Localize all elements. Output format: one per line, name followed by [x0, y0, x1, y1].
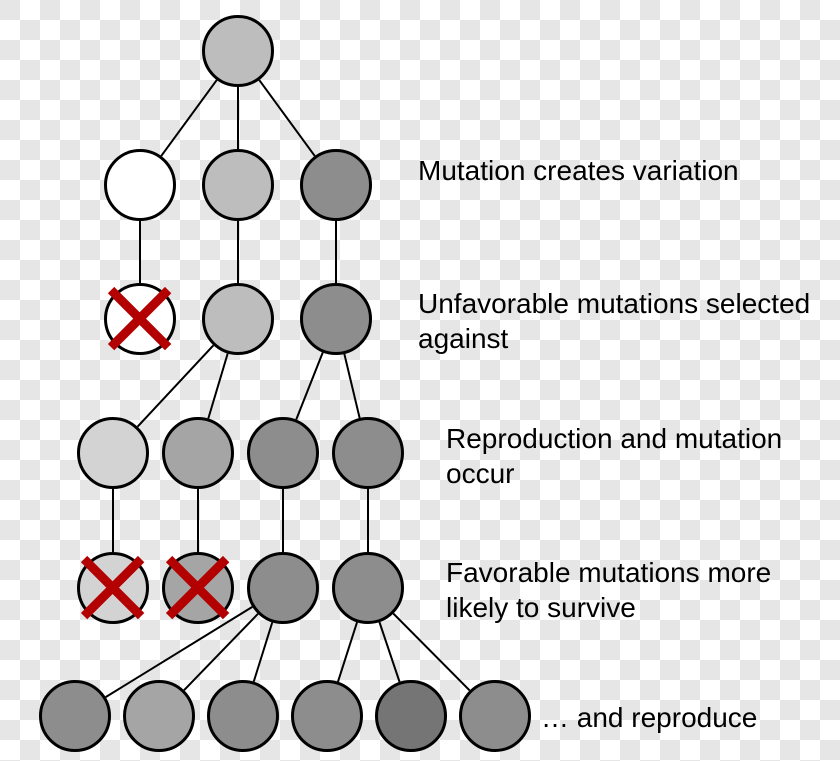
tree-node: [300, 149, 372, 221]
edge: [161, 80, 216, 156]
edge: [208, 353, 227, 418]
tree-node: [162, 417, 234, 489]
x-mark-icon: [100, 279, 179, 358]
tree-node: [247, 417, 319, 489]
tree-node: [77, 417, 149, 489]
tree-node: [300, 283, 372, 355]
label-1: Mutation creates variation: [418, 153, 818, 188]
tree-node: [104, 149, 176, 221]
tree-node: [332, 552, 404, 624]
x-mark-icon: [73, 548, 152, 627]
tree-node: [459, 680, 531, 752]
edge: [254, 622, 273, 681]
tree-node: [291, 680, 363, 752]
tree-node: [207, 680, 279, 752]
edge: [259, 80, 314, 156]
label-3: Reproduction and mutation occur: [446, 421, 826, 491]
edge: [379, 622, 399, 682]
label-4: Favorable mutations more likely to survi…: [446, 555, 836, 625]
tree-node: [202, 15, 274, 87]
tree-node: [375, 680, 447, 752]
tree-node: [123, 680, 195, 752]
edge: [344, 354, 359, 418]
tree-node: [247, 552, 319, 624]
diagram-canvas: Mutation creates variation Unfavorable mu…: [0, 0, 840, 761]
edges-layer: [0, 0, 840, 761]
label-2: Unfavorable mutations selected against: [418, 286, 818, 356]
tree-node: [202, 283, 274, 355]
edge: [338, 622, 357, 681]
tree-node: [39, 680, 111, 752]
edge: [393, 614, 469, 691]
tree-node: [332, 417, 404, 489]
x-mark-icon: [158, 548, 237, 627]
edge: [296, 352, 323, 419]
tree-node: [202, 149, 274, 221]
label-5: … and reproduce: [541, 700, 840, 735]
